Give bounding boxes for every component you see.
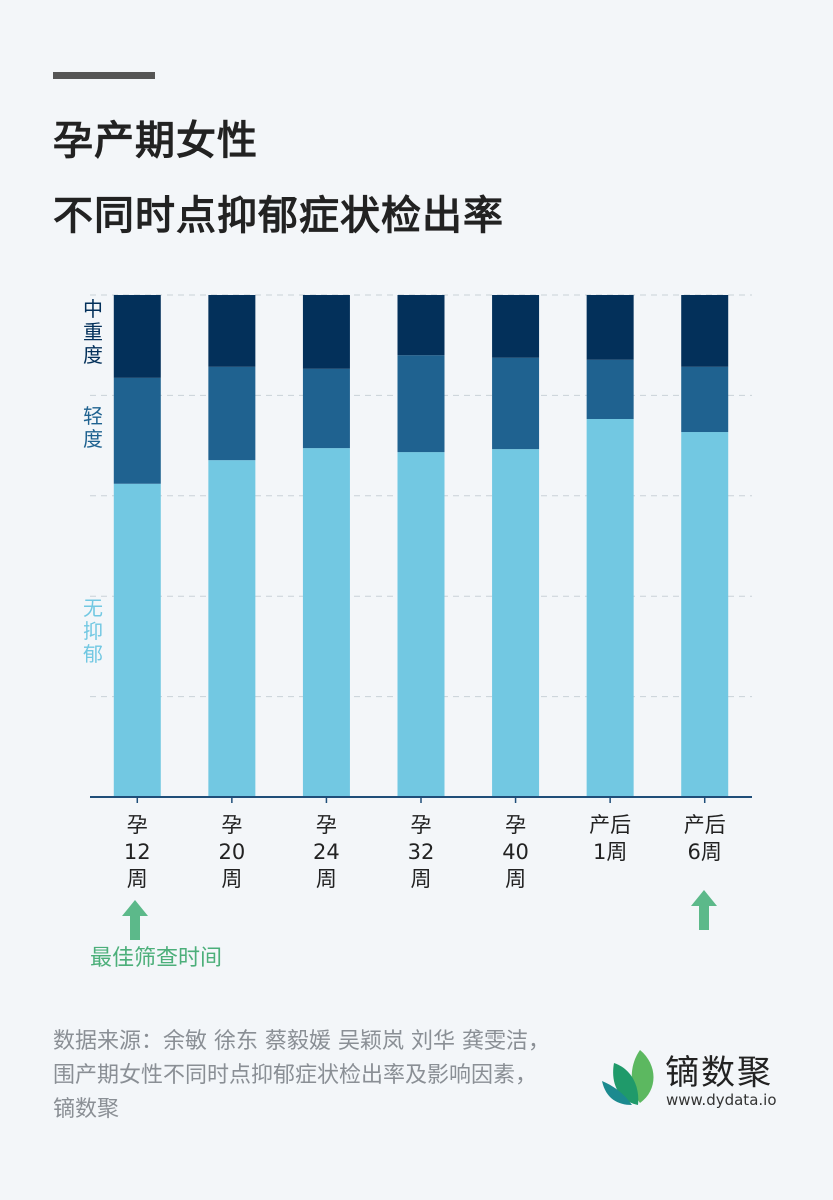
bar-segment-2 [681, 295, 729, 367]
bar-segment-0 [681, 432, 729, 797]
title-accent-bar [53, 72, 155, 79]
legend-label-mild: 轻度 [83, 404, 103, 451]
x-tick-label: 孕 20 周 [218, 813, 246, 891]
x-tick-label: 孕 32 周 [407, 813, 435, 891]
bar-segment-0 [492, 449, 540, 797]
title-line-2: 不同时点抑郁症状检出率 [53, 193, 504, 239]
bar-segment-0 [208, 460, 256, 797]
best-screening-time-label: 最佳筛查时间 [90, 946, 223, 971]
x-tick-label: 孕 24 周 [313, 813, 340, 891]
bar-segment-1 [208, 366, 256, 461]
x-tick-label: 孕 12 周 [123, 813, 151, 891]
bar-segment-2 [492, 295, 540, 358]
bar-segment-2 [397, 295, 445, 356]
legend-label-severe: 中重度 [83, 297, 103, 367]
bar-segment-0 [113, 483, 161, 797]
bar-segment-2 [586, 295, 634, 360]
logo-leaf-icon [602, 1050, 654, 1105]
bar-segment-1 [397, 355, 445, 453]
source-note: 数据来源：余敏 徐东 蔡毅媛 吴颖岚 刘华 龚雯洁，围产期女性不同时点抑郁症状检… [53, 1029, 550, 1122]
x-tick-label: 产后 1周 [589, 813, 632, 864]
bar-segment-0 [586, 418, 634, 797]
bar-segment-2 [113, 295, 161, 378]
bar-segment-1 [302, 368, 350, 449]
bar-segment-2 [302, 295, 350, 369]
x-tick-label: 孕 40 周 [502, 813, 529, 891]
bar-segment-0 [302, 448, 350, 797]
bar-segment-2 [208, 295, 256, 367]
logo-name: 镝数聚 [665, 1053, 773, 1093]
logo-url: www.dydata.io [666, 1091, 777, 1109]
up-arrow-icon [122, 900, 148, 940]
legend-label-none: 无抑郁 [83, 596, 103, 666]
bar-segment-0 [397, 452, 445, 797]
bar-segment-1 [113, 377, 161, 484]
bar-segment-1 [586, 359, 634, 419]
bar-segment-1 [681, 366, 729, 433]
bar-segment-1 [492, 357, 540, 450]
x-tick-label: 产后 6周 [683, 813, 726, 864]
up-arrow-icon [691, 890, 717, 930]
title-line-1: 孕产期女性 [53, 118, 258, 164]
